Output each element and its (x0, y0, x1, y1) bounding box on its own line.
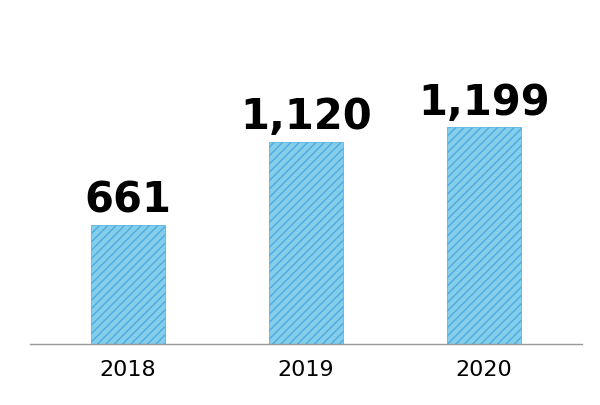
Bar (91, 225, 166, 344)
Text: 1,120: 1,120 (240, 96, 372, 138)
Bar (446, 127, 521, 344)
Bar (269, 142, 343, 344)
Text: 661: 661 (85, 179, 172, 221)
Text: 1,199: 1,199 (418, 82, 550, 124)
